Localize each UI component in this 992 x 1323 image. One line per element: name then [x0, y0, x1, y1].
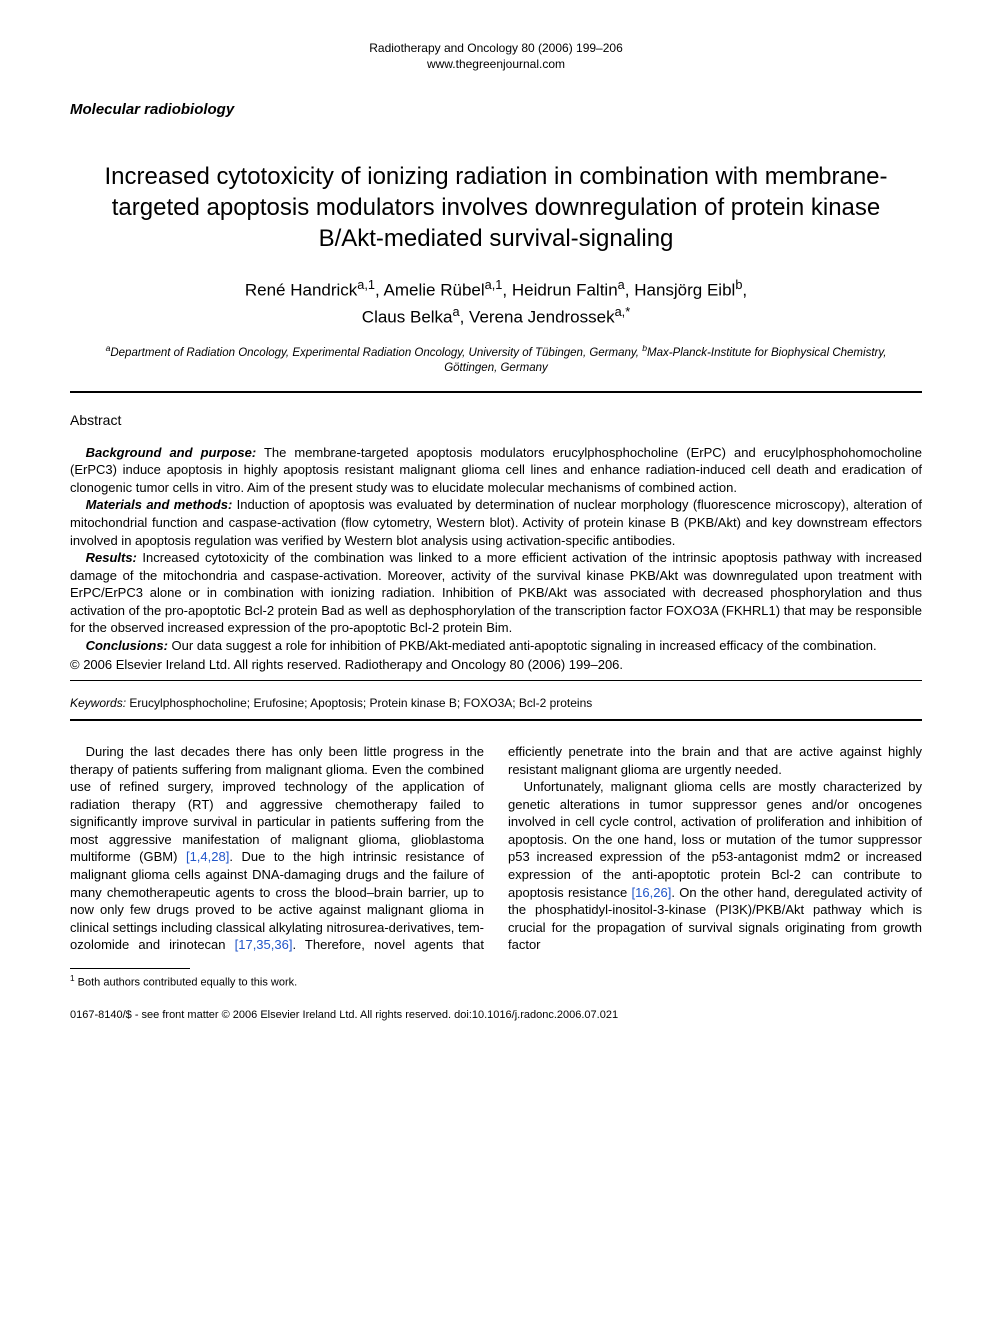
author-affil-sup: a [618, 277, 625, 292]
abstract-lead: Conclusions: [86, 638, 168, 653]
author-affil-sup: a [453, 304, 460, 319]
body-text-span: Unfortunately, malignant glioma cells ar… [508, 779, 922, 899]
abstract-copyright: © 2006 Elsevier Ireland Ltd. All rights … [70, 656, 922, 674]
footnote-separator [70, 968, 190, 969]
affiliations: aDepartment of Radiation Oncology, Exper… [70, 343, 922, 377]
citation-link[interactable]: [16,26] [632, 885, 672, 900]
page-footer: 0167-8140/$ - see front matter © 2006 El… [70, 1008, 922, 1023]
abstract-lead: Materials and methods: [86, 497, 233, 512]
section-tag: Molecular radiobiology [70, 100, 922, 120]
author-sep: , Hansjörg Eibl [625, 281, 736, 300]
footnote: 1 Both authors contributed equally to th… [70, 973, 922, 991]
divider-rule [70, 680, 922, 681]
divider-rule [70, 391, 922, 393]
abstract-results: Results: Increased cytotoxicity of the c… [70, 549, 922, 637]
citation-link[interactable]: [17,35,36] [235, 937, 293, 952]
abstract-lead: Results: [86, 550, 137, 565]
author-name: René Handrick [245, 281, 357, 300]
affiliation-a: Department of Radiation Oncology, Experi… [110, 347, 642, 359]
author-affil-sup: a,1 [357, 277, 375, 292]
author-name: Claus Belka [362, 307, 453, 326]
abstract-text: Our data suggest a role for inhibition o… [168, 638, 877, 653]
abstract-methods: Materials and methods: Induction of apop… [70, 496, 922, 549]
footnote-text: Both authors contributed equally to this… [75, 976, 298, 988]
journal-header: Radiotherapy and Oncology 80 (2006) 199–… [70, 40, 922, 72]
abstract-heading: Abstract [70, 411, 922, 430]
abstract-conclusions: Conclusions: Our data suggest a role for… [70, 637, 922, 655]
author-sep: , [742, 281, 747, 300]
keywords-text: Erucylphosphocholine; Erufosine; Apoptos… [126, 696, 592, 710]
keywords-line: Keywords: Erucylphosphocholine; Erufosin… [70, 695, 922, 711]
abstract-lead: Background and purpose: [86, 445, 257, 460]
divider-rule [70, 719, 922, 721]
abstract-text: Increased cytotoxicity of the combinatio… [70, 550, 922, 635]
authors-list: René Handricka,1, Amelie Rübela,1, Heidr… [70, 276, 922, 329]
author-affil-sup: a,1 [485, 277, 503, 292]
author-sep: , Amelie Rübel [375, 281, 485, 300]
author-affil-sup: a,* [615, 304, 631, 319]
journal-citation: Radiotherapy and Oncology 80 (2006) 199–… [70, 40, 922, 56]
body-text-span: During the last decades there has only b… [70, 744, 484, 864]
citation-link[interactable]: [1,4,28] [186, 849, 229, 864]
body-paragraph: Unfortunately, malignant glioma cells ar… [508, 778, 922, 953]
author-sep: , Verena Jendrossek [460, 307, 615, 326]
author-sep: , Heidrun Faltin [502, 281, 617, 300]
journal-website: www.thegreenjournal.com [70, 56, 922, 72]
abstract-background: Background and purpose: The membrane-tar… [70, 444, 922, 497]
body-text: During the last decades there has only b… [70, 743, 922, 954]
article-title: Increased cytotoxicity of ionizing radia… [70, 161, 922, 255]
body-text-span: ozolomide and irinotecan [70, 937, 235, 952]
keywords-label: Keywords: [70, 696, 126, 710]
